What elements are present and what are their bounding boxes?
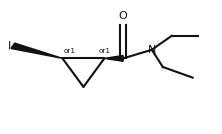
Text: I: I [8, 41, 11, 51]
Text: or1: or1 [99, 48, 111, 54]
Text: N: N [148, 45, 156, 55]
Text: or1: or1 [63, 48, 75, 54]
Polygon shape [11, 43, 62, 58]
Text: O: O [119, 11, 127, 21]
Polygon shape [104, 55, 123, 61]
